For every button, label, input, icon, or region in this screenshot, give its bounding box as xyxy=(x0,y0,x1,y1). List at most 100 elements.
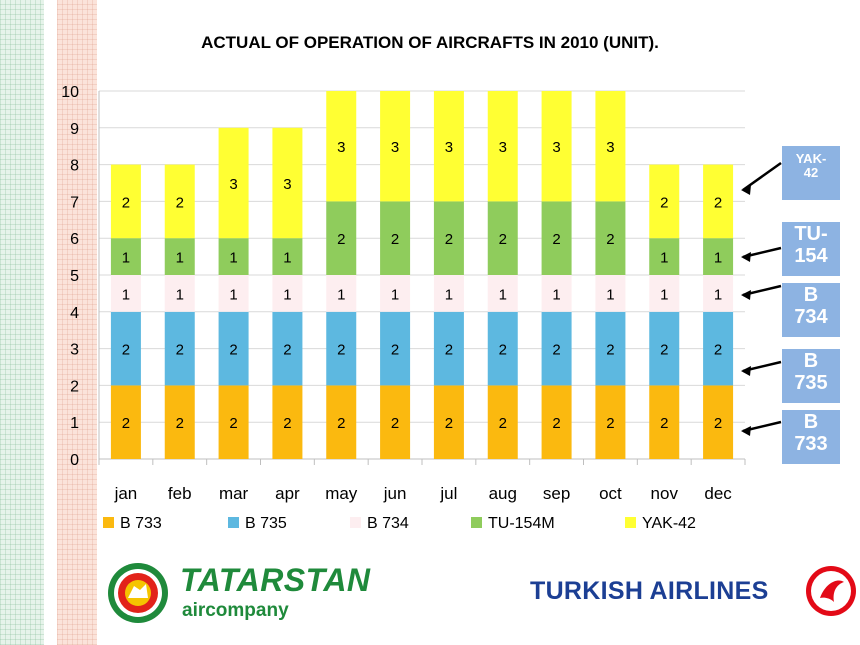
bar-segment xyxy=(164,238,195,275)
callout-b733: B 733 xyxy=(782,410,840,464)
bar-segment xyxy=(218,275,249,312)
data-label: 2 xyxy=(499,415,507,432)
y-tick-label: 9 xyxy=(70,121,79,138)
bar-segment xyxy=(433,275,464,312)
data-label: 2 xyxy=(122,194,130,211)
data-label: 2 xyxy=(552,342,560,359)
y-tick-label: 8 xyxy=(70,158,79,175)
bar-segment xyxy=(703,238,734,275)
data-label: 2 xyxy=(445,231,453,248)
bar-segment xyxy=(595,201,626,275)
y-tick-label: 6 xyxy=(70,231,79,248)
bar-segment xyxy=(487,201,518,275)
data-label: 1 xyxy=(122,250,130,267)
x-tick-label: dec xyxy=(704,484,732,503)
data-label: 1 xyxy=(445,286,453,303)
data-label: 2 xyxy=(714,415,722,432)
data-label: 2 xyxy=(660,342,668,359)
data-label: 2 xyxy=(660,415,668,432)
bar-segment xyxy=(272,311,303,386)
data-label: 3 xyxy=(229,176,237,193)
bar-segment xyxy=(433,311,464,386)
bar-segment xyxy=(380,311,411,386)
callout-arrowhead xyxy=(741,252,751,262)
data-label: 1 xyxy=(283,286,291,303)
data-label: 2 xyxy=(445,342,453,359)
bar-segment xyxy=(326,275,357,312)
bar-segment xyxy=(110,385,141,459)
x-tick-label: sep xyxy=(543,484,570,503)
data-label: 1 xyxy=(391,286,399,303)
data-label: 3 xyxy=(606,139,614,156)
callout-line: B xyxy=(803,284,819,306)
bar-segment xyxy=(487,91,518,202)
callout-b735: B 735 xyxy=(782,349,840,403)
bar-segment xyxy=(703,385,734,459)
bar-segment xyxy=(487,311,518,386)
bar-segment xyxy=(703,164,734,239)
y-tick-label: 7 xyxy=(70,194,79,211)
bar-segment xyxy=(218,238,249,275)
bar-segment xyxy=(272,275,303,312)
data-label: 1 xyxy=(714,286,722,303)
bar-segment xyxy=(595,275,626,312)
data-label: 2 xyxy=(606,231,614,248)
y-tick-label: 10 xyxy=(61,84,79,101)
bar-segment xyxy=(595,91,626,202)
callout-b734: B 734 xyxy=(782,283,840,337)
callout-arrowhead xyxy=(741,185,751,195)
data-label: 3 xyxy=(499,139,507,156)
bar-segment xyxy=(110,238,141,275)
bar-segment xyxy=(649,385,680,459)
legend-label: TU-154M xyxy=(488,515,555,532)
bar-segment xyxy=(703,275,734,312)
bar-segment xyxy=(326,91,357,202)
bar-segment xyxy=(380,91,411,202)
data-label: 3 xyxy=(337,139,345,156)
bar-segment xyxy=(164,385,195,459)
bar-segment xyxy=(380,385,411,459)
callout-line: 734 xyxy=(794,305,828,328)
data-label: 2 xyxy=(391,415,399,432)
callout-line: 42 xyxy=(803,165,819,181)
legend-swatch xyxy=(228,517,239,528)
bar-segment xyxy=(110,275,141,312)
tatarstan-logo-title: TATARSTAN xyxy=(180,562,371,598)
bar-segment xyxy=(272,238,303,275)
x-tick-label: jul xyxy=(439,484,457,503)
turkish-airlines-logo-text: TURKISH AIRLINES xyxy=(530,577,769,605)
data-label: 2 xyxy=(176,342,184,359)
data-label: 1 xyxy=(229,250,237,267)
bar-segment xyxy=(218,127,249,239)
y-tick-label: 1 xyxy=(70,415,79,432)
callout-line: 735 xyxy=(794,371,828,394)
data-label: 1 xyxy=(552,286,560,303)
y-tick-label: 4 xyxy=(70,305,79,322)
bar-segment xyxy=(541,201,572,275)
callout-tu154: TU- 154 xyxy=(782,222,840,276)
bar-segment xyxy=(326,311,357,386)
data-label: 3 xyxy=(283,176,291,193)
bar-segment xyxy=(164,311,195,386)
data-label: 1 xyxy=(229,286,237,303)
x-tick-label: aug xyxy=(489,484,517,503)
data-label: 2 xyxy=(552,231,560,248)
data-label: 2 xyxy=(176,415,184,432)
bar-segment xyxy=(164,275,195,312)
data-label: 2 xyxy=(337,231,345,248)
bar-segment xyxy=(380,201,411,275)
data-label: 2 xyxy=(229,415,237,432)
data-label: 2 xyxy=(229,342,237,359)
bar-segment xyxy=(272,385,303,459)
callout-line: YAK- xyxy=(795,151,827,166)
data-label: 3 xyxy=(445,139,453,156)
data-label: 1 xyxy=(337,286,345,303)
bar-segment xyxy=(541,385,572,459)
bar-segment xyxy=(110,311,141,386)
y-tick-label: 2 xyxy=(70,378,79,395)
legend-label: B 734 xyxy=(367,515,409,532)
bar-segment xyxy=(218,311,249,386)
bar-segment xyxy=(541,91,572,202)
data-label: 1 xyxy=(606,286,614,303)
callout-line: TU- xyxy=(794,223,828,245)
